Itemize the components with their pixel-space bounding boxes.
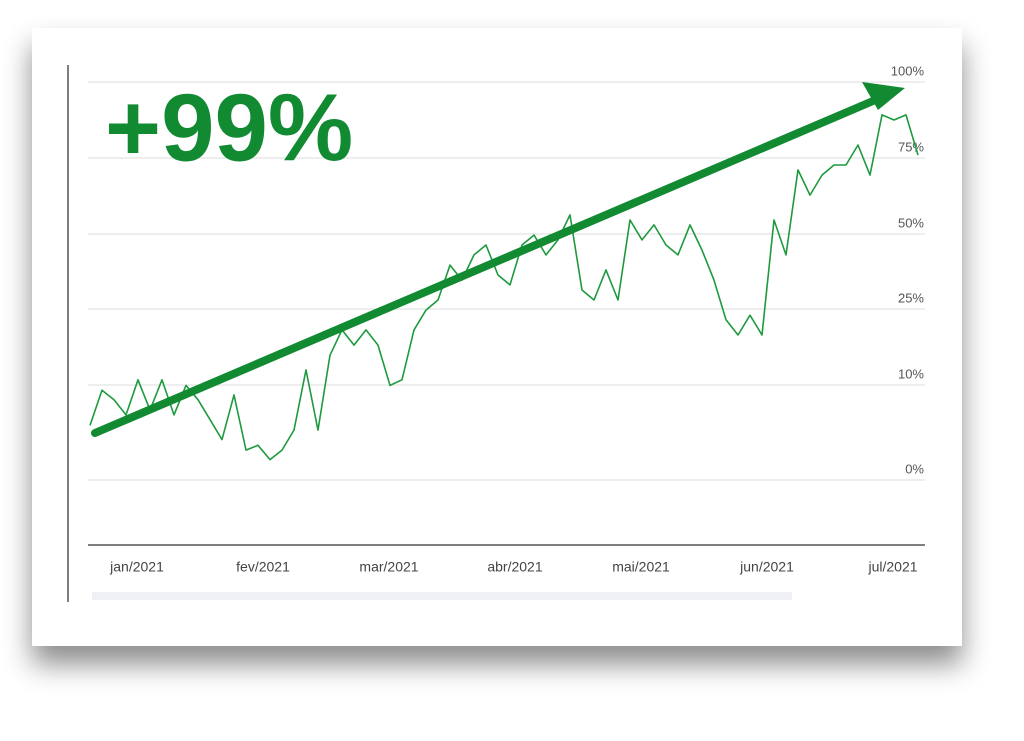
y-tick-label: 100% — [891, 63, 925, 78]
price-line — [89, 114, 919, 461]
y-tick-label: 75% — [898, 139, 924, 154]
plot — [89, 114, 919, 461]
grid: 0% 10% 25% 50% 75% 100% jan/2021 fev/2021 mar/20… — [88, 63, 925, 575]
x-tick-label: jan/2021 — [109, 559, 164, 575]
arrow-head — [862, 82, 905, 110]
y-tick-label: 50% — [898, 215, 924, 230]
y-tick-label: 0% — [905, 461, 924, 476]
y-tick-label: 10% — [898, 366, 924, 381]
x-tick-label: jun/2021 — [739, 559, 794, 575]
x-tick-label: fev/2021 — [236, 559, 290, 575]
x-tick-label: mar/2021 — [359, 559, 418, 575]
x-tick-label: jul/2021 — [867, 559, 917, 575]
arrow-shaft — [91, 94, 884, 437]
trend-arrow — [91, 82, 905, 437]
y-tick-label: 25% — [898, 290, 924, 305]
x-tick-label: abr/2021 — [487, 559, 542, 575]
scrollbar — [92, 592, 792, 600]
annotation: +99% — [105, 74, 353, 181]
x-tick-label: mai/2021 — [612, 559, 670, 575]
